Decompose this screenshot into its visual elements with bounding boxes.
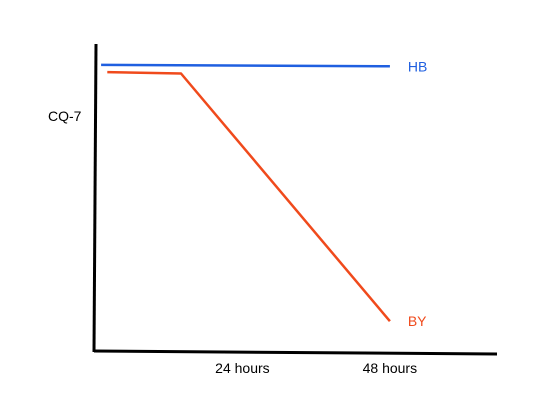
series-labels: HB BY <box>408 58 427 329</box>
x-tick-labels: 24 hours 48 hours <box>215 360 417 376</box>
series-label-hb: HB <box>408 58 427 74</box>
x-tick-label: 48 hours <box>363 360 417 376</box>
x-axis <box>93 349 498 356</box>
x-tick-label: 24 hours <box>215 360 269 376</box>
series-lines <box>101 63 391 323</box>
series-line-by <box>107 70 391 323</box>
y-axis-label: CQ-7 <box>48 108 82 124</box>
axes <box>92 43 498 356</box>
series-line-hb <box>101 63 390 68</box>
series-label-by: BY <box>408 313 427 329</box>
y-axis <box>92 43 98 353</box>
